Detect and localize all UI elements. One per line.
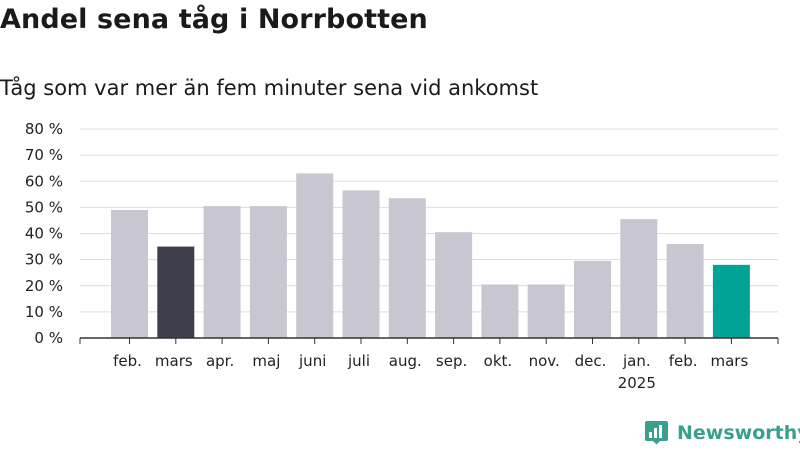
y-tick-label: 50 % [25,198,63,216]
bar [435,232,473,338]
x-tick-label: feb. [669,352,698,370]
y-tick-label: 40 % [25,225,63,243]
x-tick-label: apr. [206,352,234,370]
x-tick-label: mars [155,352,193,370]
x-tick-label: jan. [622,352,651,370]
y-tick-label: 20 % [25,277,63,295]
x-tick-label: maj [252,352,280,370]
bar [574,260,611,338]
brand-name: Newsworthy [677,421,800,444]
x-tick-label: sep. [436,352,467,370]
bar [157,246,195,338]
x-tick-label: aug. [389,352,422,370]
x-tick-label: okt. [484,352,513,370]
y-tick-label: 60 % [25,172,63,190]
y-tick-label: 80 % [25,120,63,138]
bar [481,284,519,338]
chart-subtitle: Tåg som var mer än fem minuter sena vid … [0,76,539,100]
y-tick-label: 0 % [34,329,63,347]
bar-chart: 0 % 10 % 20 % 30 % 40 % 50 % 60 % 70 % 80 % feb. m… [25,120,779,392]
brand-logo: Newsworthy [644,420,800,445]
x-tick-label: juni [298,352,326,370]
bar [249,206,287,338]
x-tick-label: mars [711,352,749,370]
bar [296,173,334,338]
y-tick-label: 10 % [25,303,63,321]
x-tick-label: nov. [529,352,560,370]
y-tick-label: 70 % [25,146,63,164]
x-tick-label: juli [347,352,370,370]
x-tick-label: dec. [575,352,607,370]
y-tick-label: 30 % [25,251,63,269]
bar [388,198,426,338]
bar [111,209,148,338]
bar [203,206,241,338]
bar [712,264,750,338]
bar [620,219,658,338]
bar [527,284,565,338]
newsworthy-logo-icon [645,421,668,445]
bar [666,243,704,338]
chart-title: Andel sena tåg i Norrbotten [0,4,428,35]
bar [342,190,380,338]
x-tick-sublabel: 2025 [618,374,656,392]
x-tick-label: feb. [113,352,142,370]
